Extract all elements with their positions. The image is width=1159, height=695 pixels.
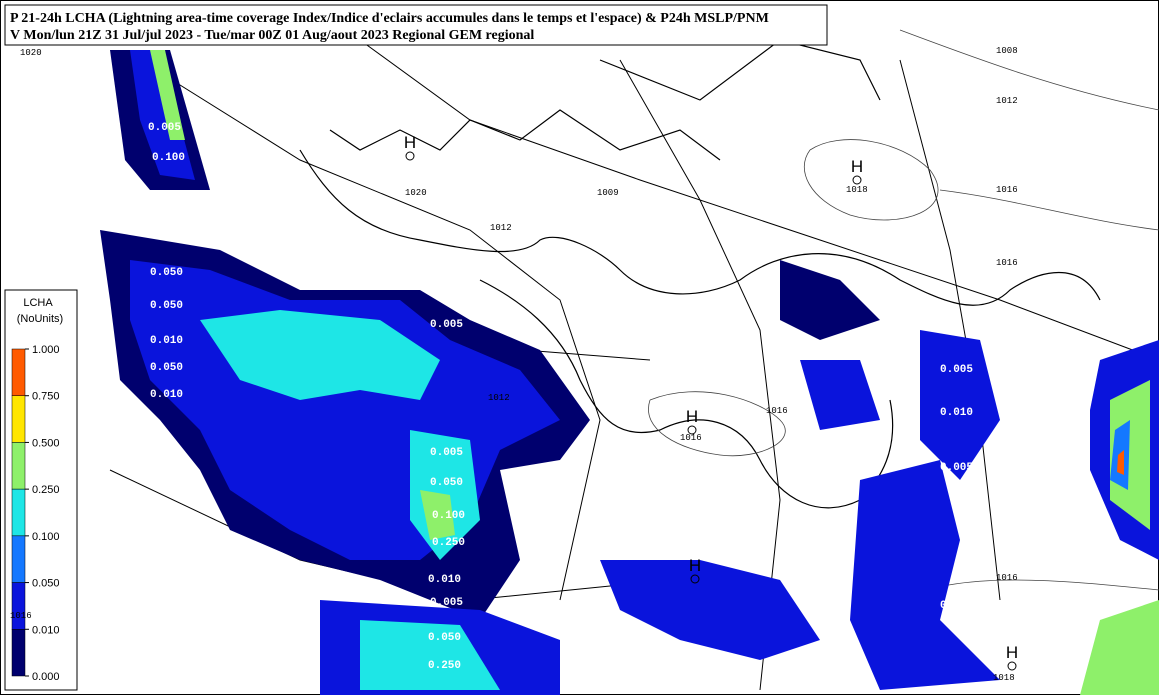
high-marker: H [686,407,698,426]
high-marker: H [851,157,863,176]
isobar [803,139,939,221]
coastline [329,109,721,161]
contour-label: 0.005 [430,447,463,459]
area [200,310,440,400]
area [1117,450,1124,475]
legend-swatch [11,442,26,490]
legend-label: 1.000 [32,344,60,356]
legend-label: 0.050 [32,578,60,590]
isobar-label: 1012 [996,96,1018,106]
contour-label: 0.010 [428,574,461,586]
legend-label: 0.100 [32,531,60,543]
legend-units: (NoUnits) [17,313,63,325]
legend-label: 0.000 [32,671,60,683]
contour-label: 0.050 [150,362,183,374]
title-line: P 21-24h LCHA (Lightning area-time cover… [10,11,769,26]
isobar-label: 1018 [846,185,868,195]
title-box [4,4,828,46]
legend-label: 0.010 [32,624,60,636]
isobar-label: 1020 [405,188,427,198]
legend-swatch [11,395,26,443]
legend-label: 0.500 [32,437,60,449]
legend-title: LCHA [23,297,53,309]
high-marker: H [404,133,416,152]
isobars [648,29,1159,601]
area [800,360,880,430]
area [920,330,1000,480]
high-centre [1007,661,1017,671]
legend-label: 0.250 [32,484,60,496]
contour-label: 0.005 [148,122,181,134]
area [1080,600,1159,695]
isobar-label: 1008 [996,46,1018,56]
contour-label: 0.005 [430,319,463,331]
contour-label: 0.050 [150,267,183,279]
labels: 1020 1020 1012 1009 1018 1008 1012 1016 1016 1012… [10,46,1018,683]
contour-label: 0.005 [430,597,463,609]
area [600,560,820,660]
legend-swatch [11,488,26,537]
area [150,50,185,140]
isobar-label: 1009 [597,188,619,198]
contour-label: 0.050 [150,300,183,312]
legend-swatch [11,582,26,630]
isobar-label: 1016 [996,185,1018,195]
isobar-label: 1018 [993,673,1015,683]
isobar-label: 1016 [996,258,1018,268]
contour-label: 0.250 [432,537,465,549]
legend-label: 0.750 [32,391,60,403]
lightning-areas [100,50,1159,695]
isobar-label: 1016 [766,406,788,416]
high-centre [852,175,862,185]
isobar-label: 1016 [10,611,32,621]
grid-line [359,39,1159,361]
legend-swatch [11,629,26,677]
contour-label: 0.005 [940,364,973,376]
area [420,490,455,540]
grid-line [619,59,781,691]
legend-bar: 1.000 0.750 0.500 0.250 0.100 0.050 0.010 0.000 [11,344,60,683]
isobar-label: 1012 [488,393,510,403]
isobar [939,189,1159,231]
contour-label: 0.005 [940,462,973,474]
isobar-label: 1016 [680,433,702,443]
contour-label: 0.010 [150,335,183,347]
isobar [899,29,1159,111]
grid-line [139,59,601,601]
grid-line [899,59,1001,601]
legend-swatch [11,348,26,396]
high-marker: H [689,556,701,575]
area [360,620,500,690]
high-marker: H [1006,643,1018,662]
isobar-label: 1020 [20,48,42,58]
title-line: V Mon/lun 21Z 31 Jul/jul 2023 - Tue/mar … [10,28,534,43]
contour-label: 0.100 [432,510,465,522]
coastline [299,149,1101,306]
contour-label: 0.100 [152,152,185,164]
high-centre [405,151,415,161]
legend-swatch [11,535,26,583]
contour-label: 0.010 [150,389,183,401]
contour-label: 0.005 [940,600,973,612]
area [780,260,880,340]
isobar-label: 1012 [490,223,512,233]
contour-label: 0.050 [428,632,461,644]
area [1110,380,1150,530]
contour-label: 0.050 [430,477,463,489]
area [130,50,195,180]
contour-label: 0.250 [428,660,461,672]
isobar-label: 1016 [996,573,1018,583]
isobar [648,391,786,457]
contour-label: 0.010 [940,407,973,419]
area [850,460,1000,690]
high-centre [690,574,700,584]
high-centre [687,425,697,435]
